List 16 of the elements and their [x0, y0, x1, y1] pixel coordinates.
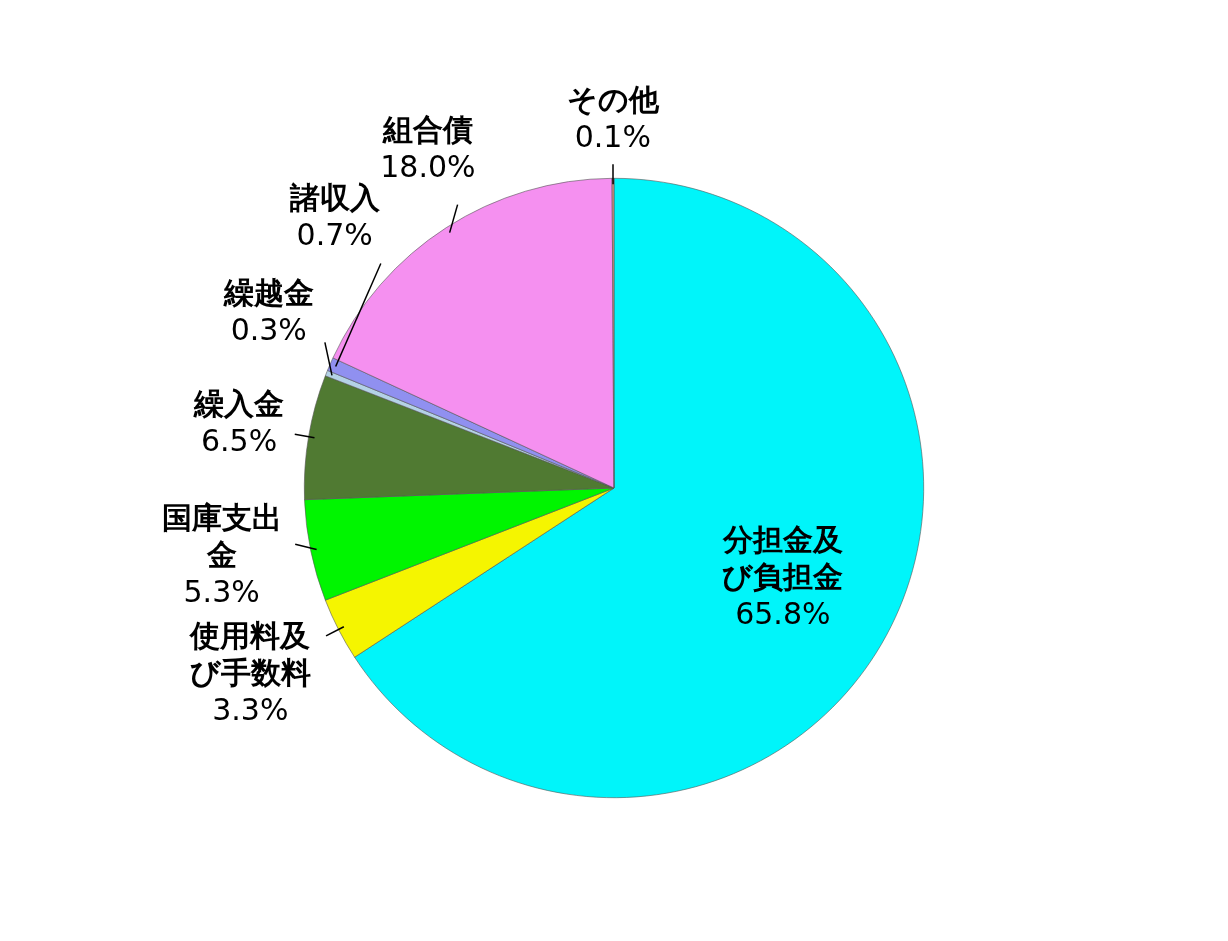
- data-label: 0.7%: [296, 217, 373, 253]
- slice-label: 組合債: [381, 112, 473, 148]
- slice-label: その他: [566, 82, 660, 118]
- data-label: 3.3%: [212, 691, 289, 727]
- slice-label: 諸収入: [288, 180, 381, 216]
- data-label: 18.0%: [380, 149, 476, 185]
- slice-label: 国庫支出金: [161, 499, 282, 572]
- slice-label: 使用料及び手数料: [189, 617, 311, 690]
- data-label: 0.3%: [230, 312, 307, 348]
- data-label: 6.5%: [200, 423, 278, 459]
- slice-label: 繰越金: [222, 275, 314, 311]
- slice-label: 繰入金: [193, 386, 285, 422]
- data-label: 0.1%: [574, 119, 651, 155]
- data-label: 5.3%: [183, 573, 260, 609]
- slice-label: 分担金及び負担金: [721, 522, 844, 595]
- data-label: 65.8%: [735, 596, 831, 632]
